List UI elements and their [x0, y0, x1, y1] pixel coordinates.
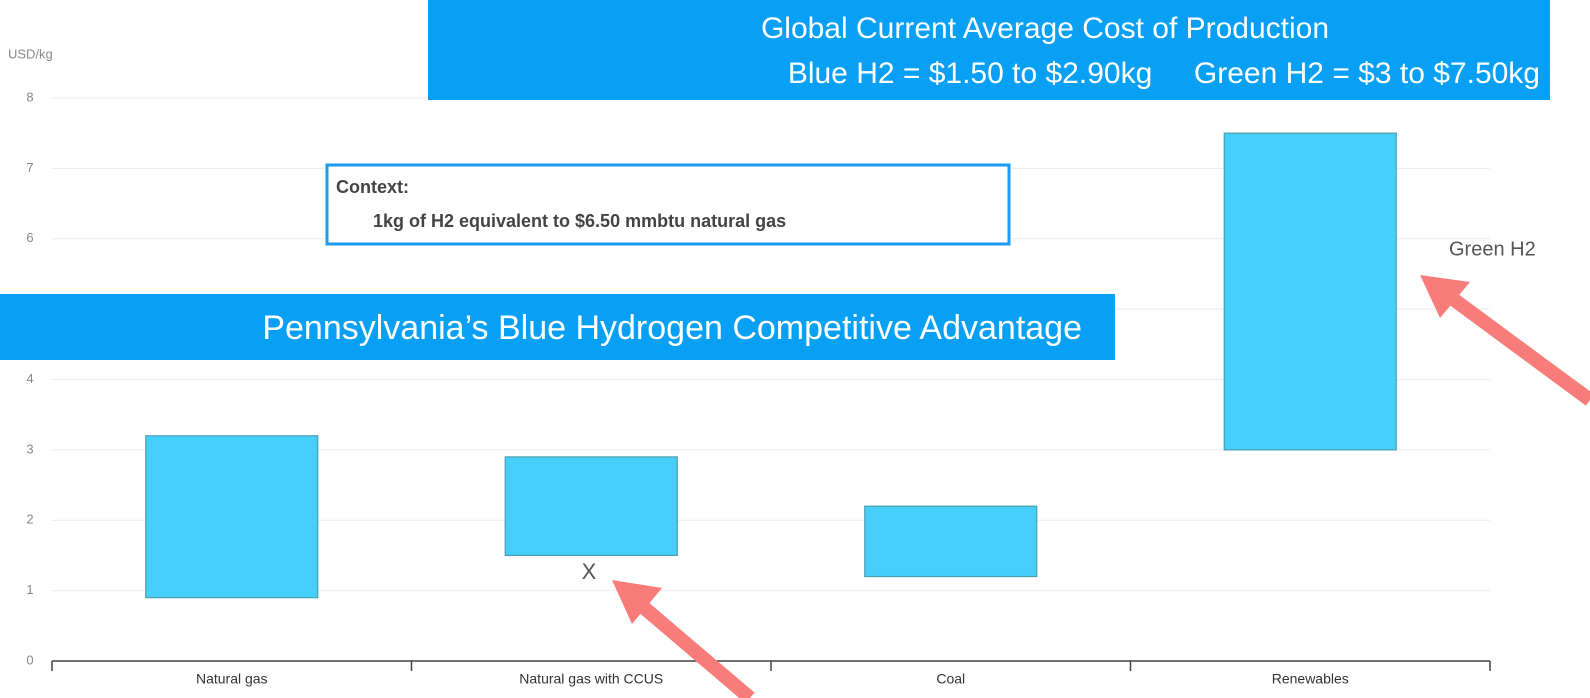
- annotation: X: [582, 559, 597, 584]
- title-box: [428, 0, 1550, 100]
- x-tick-label: Natural gas with CCUS: [519, 671, 663, 687]
- y-tick-label: 6: [26, 230, 33, 245]
- context-box: [325, 163, 1011, 246]
- banner-box: [0, 294, 1115, 360]
- context-text: 1kg of H2 equivalent to $6.50 mmbtu natu…: [373, 211, 786, 231]
- bar: [1223, 132, 1397, 451]
- x-tick-label: Natural gas: [196, 671, 268, 687]
- y-tick-label: 8: [26, 89, 33, 104]
- y-tick-label: 2: [26, 512, 33, 527]
- x-tick-label: Coal: [936, 671, 965, 687]
- y-tick-label: 4: [26, 371, 33, 386]
- chart-subtitle: Blue H2 = $1.50 to $2.90kg Green H2 = $3…: [788, 57, 1540, 90]
- y-tick-label: 0: [26, 652, 33, 667]
- x-tick-label: Renewables: [1272, 671, 1349, 687]
- arrow: [1440, 287, 1590, 406]
- context-title: Context:: [336, 177, 409, 197]
- bar: [504, 456, 678, 557]
- chart-title: Global Current Average Cost of Productio…: [761, 12, 1329, 45]
- y-axis-label: USD/kg: [8, 46, 53, 61]
- bar: [864, 505, 1038, 578]
- y-tick-label: 7: [26, 160, 33, 175]
- arrow-head: [612, 580, 662, 624]
- y-tick-label: 3: [26, 441, 33, 456]
- arrow-head: [1420, 275, 1470, 318]
- banner: Pennsylvania’s Blue Hydrogen Competitive…: [262, 309, 1082, 347]
- bar: [145, 435, 319, 599]
- y-tick-label: 1: [26, 582, 33, 597]
- annotation: Green H2: [1449, 238, 1536, 260]
- arrow: [630, 594, 755, 698]
